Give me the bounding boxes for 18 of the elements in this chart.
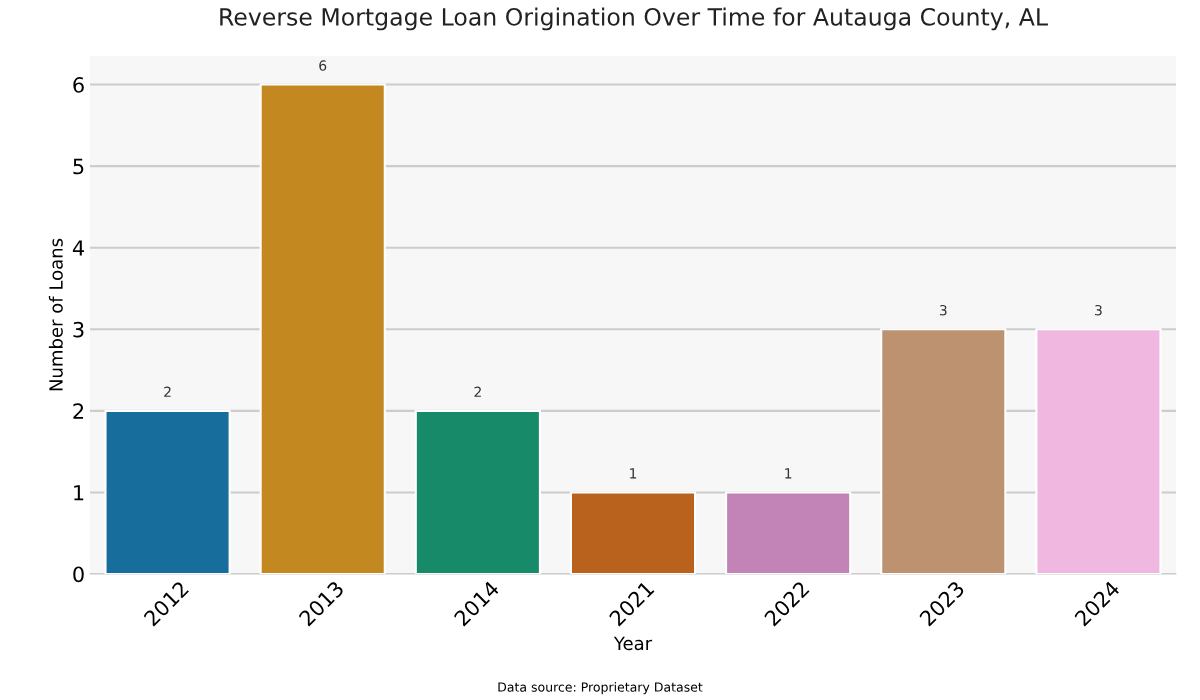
data-label: 1 <box>630 468 637 479</box>
x-axis-title: Year <box>613 636 653 651</box>
data-label: 2 <box>164 386 171 397</box>
y-tick-label: 3 <box>73 321 84 338</box>
y-tick-label: 0 <box>73 566 84 583</box>
y-tick-label: 6 <box>73 77 84 93</box>
data-label: 6 <box>319 60 327 71</box>
y-tick-label: 2 <box>73 403 84 419</box>
data-label: 3 <box>939 304 947 316</box>
data-label: 1 <box>785 468 792 479</box>
y-tick-label: 1 <box>74 485 84 501</box>
y-tick-label: 4 <box>72 240 84 256</box>
y-axis-title: Number of Loans <box>48 238 63 391</box>
data-label: 2 <box>474 386 481 397</box>
y-tick-label: 5 <box>73 158 84 175</box>
data-label: 3 <box>1095 304 1102 316</box>
chart-title: Reverse Mortgage Loan Origination Over Time for Autauga County, AL <box>220 7 1048 31</box>
source-note: Data source: Proprietary Dataset <box>498 682 703 695</box>
